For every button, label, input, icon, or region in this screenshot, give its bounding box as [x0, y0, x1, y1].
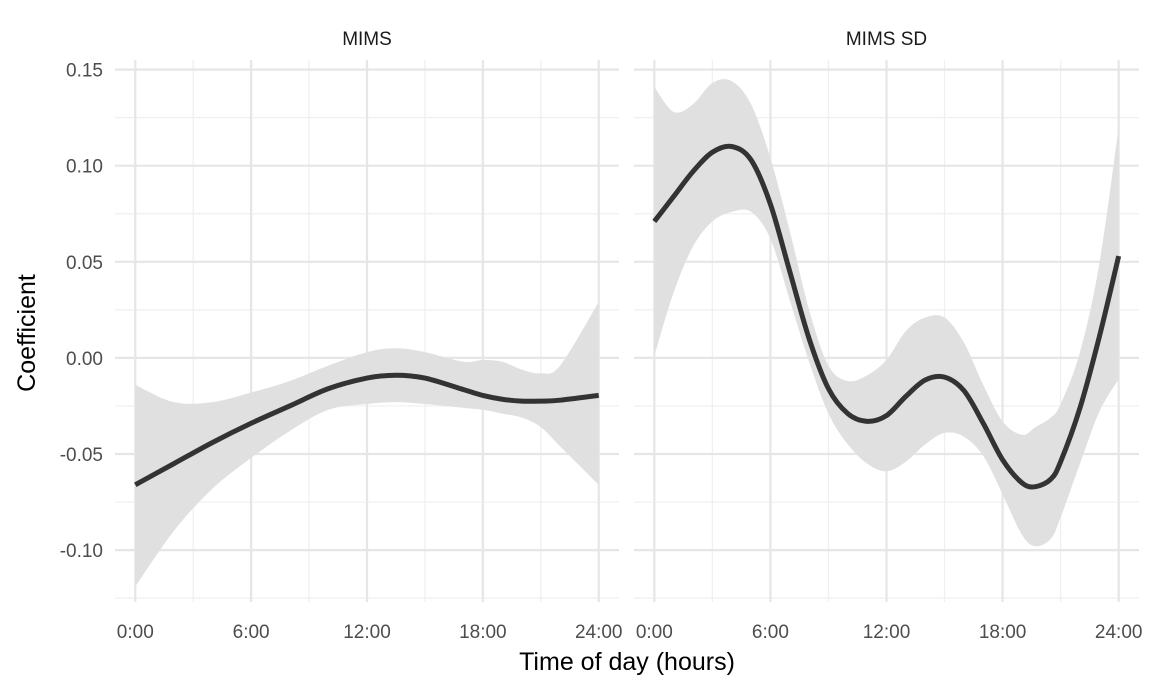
y-tick-label: 0.00 — [66, 349, 103, 370]
x-tick-label: 0:00 — [117, 622, 154, 643]
y-tick-label: 0.10 — [66, 157, 103, 178]
x-tick-label: 0:00 — [636, 622, 673, 643]
x-tick-label: 6:00 — [233, 622, 270, 643]
x-tick-label: 24:00 — [1095, 622, 1143, 643]
y-tick-label: -0.10 — [60, 541, 103, 562]
coefficient-line — [134, 372, 600, 487]
x-tick-label: 18:00 — [459, 622, 507, 643]
x-tick-label: 6:00 — [752, 622, 789, 643]
panel-title: MIMS SD — [846, 29, 927, 50]
x-axis-title: Time of day (hours) — [519, 648, 735, 676]
x-tick-label: 12:00 — [863, 622, 911, 643]
confidence-band — [654, 79, 1119, 547]
y-tick-label: 0.15 — [66, 61, 103, 82]
y-axis-title: Coefficient — [13, 274, 41, 392]
confidence-band — [135, 302, 599, 587]
y-tick-labels: 0.15 0.10 0.05 0.00 -0.05 -0.10 — [60, 61, 103, 562]
x-tick-label: 18:00 — [979, 622, 1027, 643]
x-tick-label: 24:00 — [575, 622, 623, 643]
y-tick-label: 0.05 — [66, 253, 103, 274]
panel-mims-sd: MIMS SD 0:00 6:00 12:00 18:00 24:00 — [634, 29, 1142, 643]
y-tick-label: -0.05 — [60, 445, 103, 466]
panel-mims: MIMS 0:00 6:00 12:00 18:00 24:00 — [115, 29, 622, 643]
panel-title: MIMS — [342, 29, 392, 50]
x-tick-label: 12:00 — [343, 622, 391, 643]
coefficient-line — [652, 143, 1122, 490]
